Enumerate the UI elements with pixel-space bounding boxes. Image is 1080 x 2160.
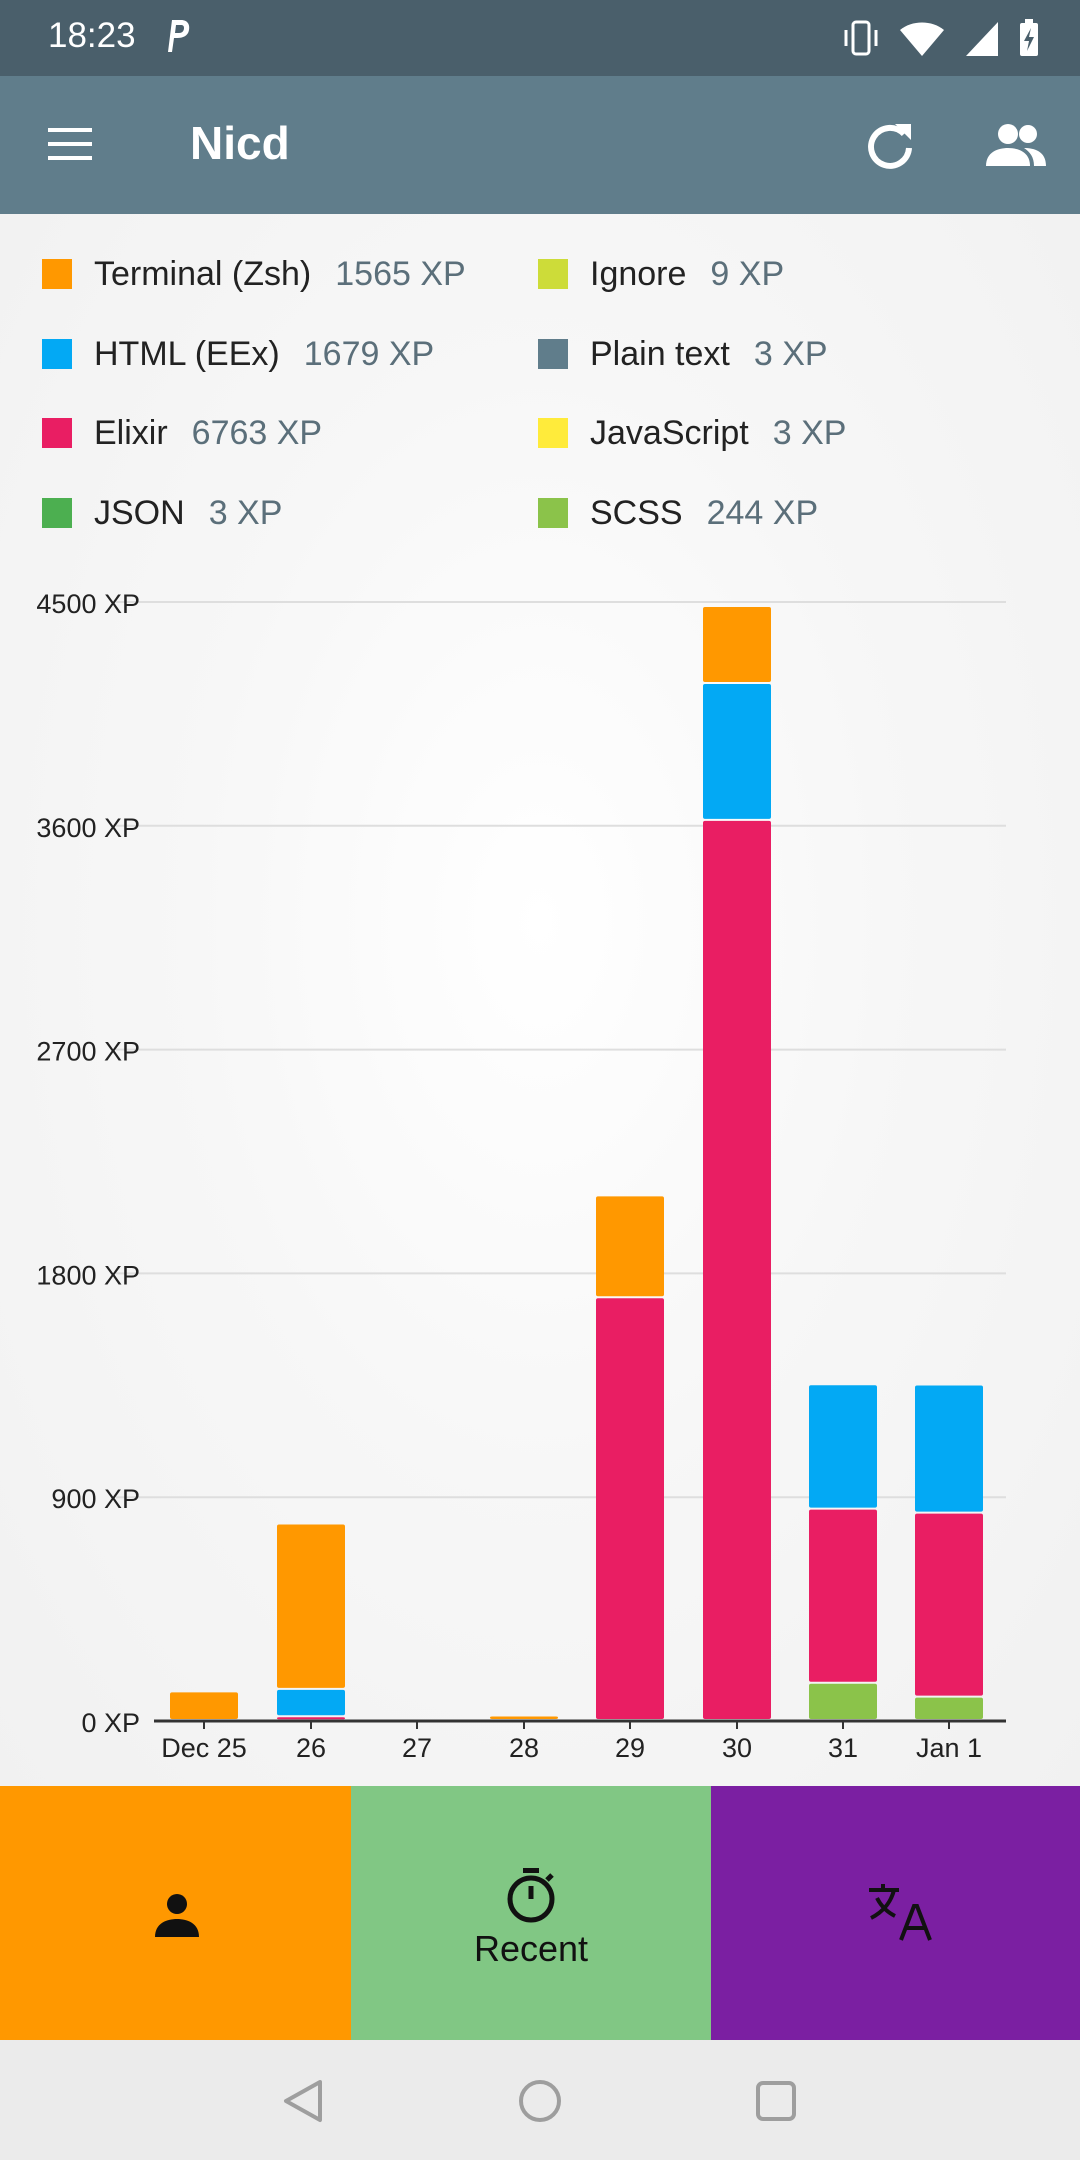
menu-icon[interactable] [44,124,96,164]
legend-item: Elixir 6763 XP [42,413,322,453]
legend-value: 1565 XP [335,254,466,293]
bar-segment [277,1717,345,1720]
legend-name: Elixir [94,413,168,452]
system-nav-bar [0,2040,1080,2160]
legend-value: 3 XP [208,493,283,532]
legend-name: SCSS [590,493,683,532]
legend-swatch [538,339,568,369]
nav-item-languages[interactable] [711,1786,1080,2040]
nav-item-profile[interactable] [0,1786,351,2040]
legend-swatch [42,418,72,448]
legend-value: 3 XP [772,413,847,452]
x-tick-label: 26 [296,1733,326,1763]
content-area: Terminal (Zsh) 1565 XP Ignore 9 XP HTML … [0,214,1080,1786]
legend-item: JSON 3 XP [42,493,282,533]
x-tick-label: 28 [509,1733,539,1763]
bar-segment [490,1716,558,1719]
bar-segment [170,1692,238,1719]
bar-segment [809,1683,877,1719]
bottom-nav: Recent [0,1786,1080,2040]
legend-item: Ignore 9 XP [538,254,784,294]
bar-segment [915,1513,983,1696]
legend-swatch [538,418,568,448]
bar-segment [809,1509,877,1682]
legend-value: 1679 XP [303,334,435,373]
y-tick-label: 0 XP [81,1708,140,1738]
legend-value: 244 XP [706,493,819,532]
y-tick-label: 2700 XP [36,1037,140,1067]
nav-label-recent: Recent [473,1928,589,1969]
legend-name: JSON [94,493,185,532]
bar-segment [596,1298,664,1719]
app-bar: Nicd [0,76,1080,214]
x-tick-label: 31 [828,1733,858,1763]
y-tick-label: 4500 XP [36,589,140,619]
y-tick-label: 900 XP [51,1484,140,1514]
status-icons [842,18,1040,58]
back-icon[interactable] [280,2078,326,2124]
legend-name: Plain text [590,334,730,373]
legend-value: 9 XP [710,254,785,293]
status-bar: 18:23 [0,0,1080,76]
wifi-icon [900,22,944,56]
home-icon[interactable] [516,2077,564,2125]
person-icon [155,1894,199,1937]
bar-segment [277,1689,345,1716]
legend-name: Ignore [590,254,687,293]
y-tick-label: 1800 XP [36,1260,140,1290]
timer-icon [507,1868,555,1923]
bar-segment [596,1196,664,1297]
x-tick-label: 27 [402,1733,432,1763]
people-icon[interactable] [984,120,1048,172]
bar-segment [915,1385,983,1512]
translate-icon [869,1884,932,1941]
legend-item: Terminal (Zsh) 1565 XP [42,254,466,294]
legend-item: JavaScript 3 XP [538,413,846,453]
x-tick-label: 30 [722,1733,752,1763]
stacked-bar-chart: 0 XP 900 XP 1800 XP 2700 XP 3600 XP 4500 XP De… [36,589,1006,1763]
recents-icon[interactable] [754,2079,798,2123]
legend-name: Terminal (Zsh) [94,254,312,293]
bar-segment [809,1385,877,1508]
legend-item: SCSS 244 XP [538,493,818,533]
legend-swatch [42,259,72,289]
status-time: 18:23 [48,16,136,55]
legend-name: HTML (EEx) [94,334,280,373]
battery-charging-icon [1020,19,1038,56]
y-tick-label: 3600 XP [36,813,140,843]
legend-value: 6763 XP [191,413,323,452]
parking-app-icon [164,16,192,56]
bar-segment [703,684,771,819]
app-title: Nicd [190,117,290,169]
legend-swatch [42,498,72,528]
x-tick-label: 29 [615,1733,645,1763]
bar-segment [703,606,771,683]
nav-item-recent[interactable]: Recent [351,1786,711,2040]
legend-item: Plain text 3 XP [538,334,828,374]
legend: Terminal (Zsh) 1565 XP Ignore 9 XP HTML … [0,214,1080,544]
vibrate-icon [844,20,878,56]
legend-swatch [538,259,568,289]
refresh-icon[interactable] [862,118,918,174]
legend-item: HTML (EEx) 1679 XP [42,334,434,374]
x-tick-label: Dec 25 [161,1733,247,1763]
bar-segment [915,1697,983,1719]
legend-swatch [42,339,72,369]
bar-segment [277,1524,345,1688]
x-tick-label: Jan 1 [916,1733,982,1763]
legend-swatch [538,498,568,528]
legend-value: 3 XP [753,334,828,373]
signal-icon [966,22,998,56]
bar-segment [703,820,771,1719]
legend-name: JavaScript [590,413,749,452]
